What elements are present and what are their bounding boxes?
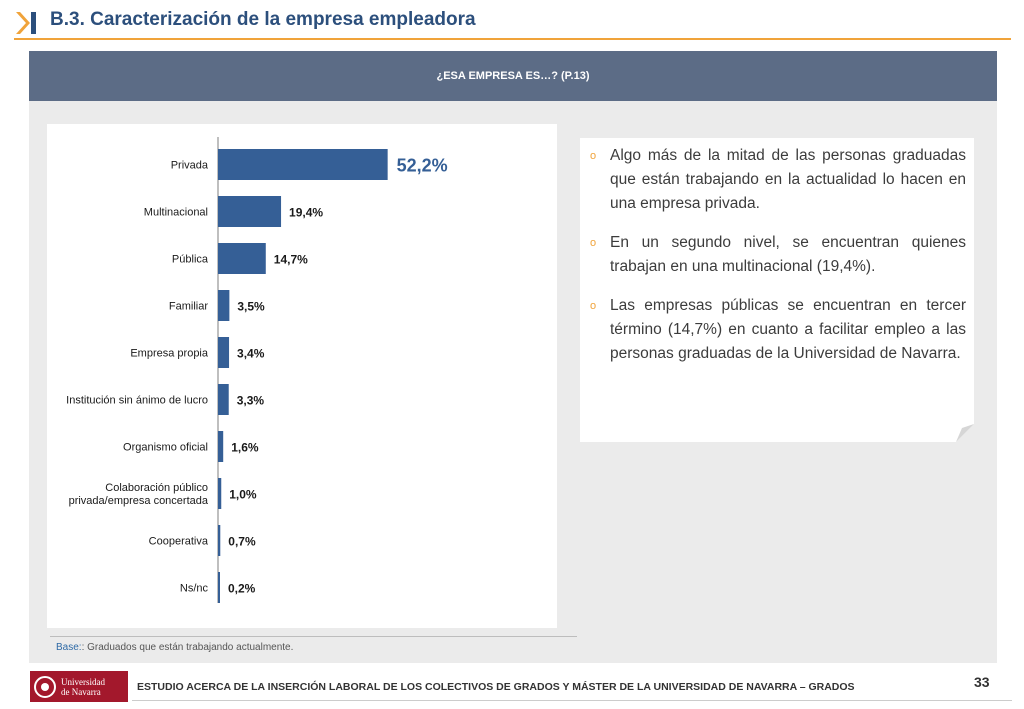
bullet-icon: o	[590, 150, 597, 162]
bullet-icon: o	[590, 300, 597, 312]
chart-panel: Privada 52,2% Multinacional 19,4% Pública 14,…	[47, 124, 557, 628]
data-label: 0,7%	[228, 535, 256, 549]
bar-chart: Privada 52,2% Multinacional 19,4% Pública 14,…	[66, 137, 448, 603]
base-divider	[50, 636, 577, 637]
question-banner: ¿ESA EMPRESA ES…? (P.13)	[29, 51, 997, 101]
page-fold-icon	[956, 424, 974, 442]
bullet-icon: o	[590, 237, 597, 249]
bar	[218, 431, 224, 462]
category-label: Ns/nc	[180, 583, 209, 595]
commentary-text: Las empresas públicas se encuentran en t…	[610, 297, 966, 362]
data-label: 1,6%	[231, 441, 259, 455]
category-label: Institución sin ánimo de lucro	[66, 395, 208, 407]
base-note: Base:: Graduados que están trabajando ac…	[56, 642, 293, 653]
data-label: 0,2%	[228, 582, 256, 596]
base-label: Base:	[56, 642, 82, 653]
commentary-item: o En un segundo nivel, se encuentran quie…	[590, 231, 966, 279]
bar	[218, 572, 220, 603]
category-label: Familiar	[169, 301, 208, 313]
category-label: Pública	[172, 254, 209, 266]
category-label: Colaboración público	[105, 482, 208, 494]
study-title: ESTUDIO ACERCA DE LA INSERCIÓN LABORAL D…	[137, 681, 855, 693]
commentary-list: o Algo más de la mitad de las personas gr…	[580, 138, 974, 366]
section-marker-icon	[16, 12, 36, 34]
university-logo: Universidad de Navarra	[30, 671, 128, 702]
logo-line-2: de Navarra	[61, 686, 101, 697]
category-label: Multinacional	[144, 207, 208, 219]
bar	[218, 478, 222, 509]
page-number: 33	[974, 674, 990, 690]
data-label: 3,5%	[237, 300, 265, 314]
bar	[218, 196, 282, 227]
commentary-text: Algo más de la mitad de las personas gra…	[610, 147, 966, 212]
base-text: : Graduados que están trabajando actualm…	[81, 642, 294, 653]
university-seal-icon	[34, 675, 56, 698]
data-label: 3,4%	[237, 347, 265, 361]
commentary-item: o Las empresas públicas se encuentran en …	[590, 294, 966, 366]
data-label: 52,2%	[397, 156, 448, 176]
data-label: 14,7%	[274, 253, 308, 267]
bar	[218, 525, 221, 556]
bar	[218, 290, 230, 321]
data-label: 3,3%	[237, 394, 265, 408]
category-label: Empresa propia	[130, 348, 209, 360]
bar	[218, 149, 388, 180]
commentary-text: En un segundo nivel, se encuentran quien…	[610, 234, 966, 275]
category-label: Privada	[171, 160, 209, 172]
title-underline	[14, 38, 1011, 40]
bar	[218, 384, 229, 415]
commentary-item: o Algo más de la mitad de las personas gr…	[590, 144, 966, 216]
logo-line-1: Universidad	[61, 676, 105, 687]
bar	[218, 337, 230, 368]
page-title: B.3. Caracterización de la empresa emple…	[50, 9, 476, 30]
category-label: Cooperativa	[149, 536, 209, 548]
data-label: 1,0%	[229, 488, 257, 502]
category-label: Organismo oficial	[123, 442, 208, 454]
footer-divider	[132, 700, 1012, 701]
bar	[218, 243, 266, 274]
data-label: 19,4%	[289, 206, 323, 220]
commentary-panel: o Algo más de la mitad de las personas gr…	[580, 138, 974, 442]
category-label: privada/empresa concertada	[69, 495, 209, 507]
university-name: Universidad de Navarra	[61, 677, 105, 697]
